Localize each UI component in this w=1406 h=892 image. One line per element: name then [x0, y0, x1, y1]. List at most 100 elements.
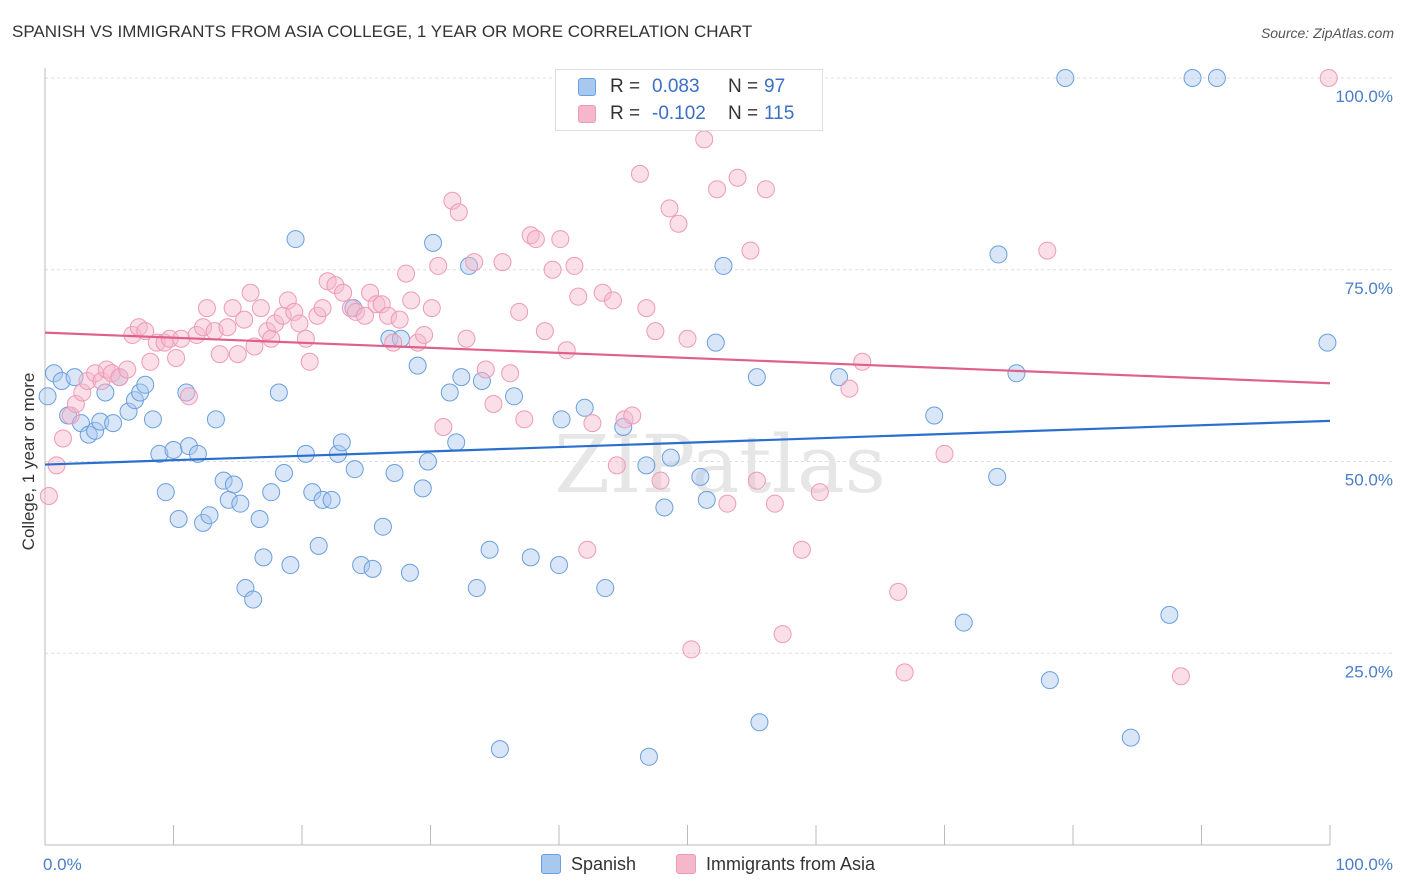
point-asia	[840, 379, 859, 398]
point-asia	[326, 276, 345, 295]
point-spanish	[691, 467, 710, 486]
point-asia	[493, 253, 512, 272]
point-spanish	[1160, 605, 1179, 624]
point-spanish	[224, 475, 243, 494]
legend-r-label: R =	[610, 103, 641, 124]
bottom-legend-spanish: Spanish	[541, 851, 636, 877]
legend-row-spanish: R = 0.083 N = 97	[578, 74, 785, 100]
point-asia	[245, 337, 264, 356]
point-spanish	[575, 398, 594, 417]
point-spanish	[472, 371, 491, 390]
point-asia	[607, 456, 626, 475]
point-asia	[810, 483, 829, 502]
point-spanish	[1007, 364, 1026, 383]
point-spanish	[1183, 69, 1202, 87]
bottom-legend-swatch-spanish	[541, 854, 561, 874]
point-asia	[551, 230, 570, 249]
point-asia	[741, 241, 760, 260]
point-asia	[197, 299, 216, 318]
legend-n-label: N =	[728, 76, 759, 97]
watermark: ZIPatlas	[554, 418, 886, 511]
point-spanish	[363, 559, 382, 578]
point-spanish	[303, 483, 322, 502]
point-spanish	[96, 383, 115, 402]
point-spanish	[925, 406, 944, 425]
point-asia	[603, 291, 622, 310]
point-spanish	[385, 464, 404, 483]
point-asia	[443, 191, 462, 210]
point-spanish	[136, 375, 155, 394]
point-asia	[708, 180, 727, 199]
y-tick-label: 75.0%	[1345, 279, 1393, 298]
point-asia	[300, 352, 319, 371]
stats-legend: R = 0.083 N = 97 R = -0.102 N = 115	[555, 69, 823, 131]
point-asia	[476, 360, 495, 379]
point-asia	[623, 406, 642, 425]
y-tick-label: 100.0%	[1335, 87, 1393, 106]
point-asia	[583, 414, 602, 433]
point-asia	[367, 295, 386, 314]
point-asia	[415, 325, 434, 344]
point-spanish	[989, 245, 1008, 264]
point-asia	[290, 314, 309, 333]
point-asia	[578, 540, 597, 559]
point-asia	[593, 283, 612, 302]
point-spanish	[169, 510, 188, 529]
chart-title: SPANISH VS IMMIGRANTS FROM ASIA COLLEGE,…	[12, 22, 753, 41]
point-spanish	[596, 579, 615, 598]
point-asia	[53, 429, 72, 448]
point-asia	[1319, 69, 1338, 87]
point-spanish	[143, 410, 162, 429]
point-asia	[372, 295, 391, 314]
point-spanish	[1121, 728, 1140, 747]
point-spanish	[296, 444, 315, 463]
point-spanish	[413, 479, 432, 498]
point-asia	[334, 283, 353, 302]
point-spanish	[206, 410, 225, 429]
point-asia	[179, 387, 198, 406]
point-spanish	[954, 613, 973, 632]
point-spanish	[179, 437, 198, 456]
point-asia	[465, 253, 484, 272]
point-spanish	[188, 444, 207, 463]
x-tick-label: 0.0%	[43, 855, 82, 874]
point-spanish	[424, 233, 443, 252]
point-asia	[728, 168, 747, 187]
point-asia	[73, 383, 92, 402]
point-asia	[262, 329, 281, 348]
point-spanish	[309, 536, 328, 555]
point-spanish	[164, 440, 183, 459]
point-spanish	[552, 410, 571, 429]
x-tick-label: 100.0%	[1335, 855, 1393, 874]
point-spanish	[231, 494, 250, 513]
point-asia	[402, 291, 421, 310]
point-spanish	[400, 563, 419, 582]
point-spanish	[156, 483, 175, 502]
y-tick-label: 25.0%	[1345, 662, 1393, 681]
point-asia	[66, 394, 85, 413]
point-spanish	[418, 452, 437, 471]
legend-n-label: N =	[728, 103, 759, 124]
point-asia	[515, 410, 534, 429]
point-asia	[1171, 667, 1190, 686]
point-spanish	[262, 483, 281, 502]
point-asia	[792, 540, 811, 559]
legend-r-label: R =	[610, 76, 641, 97]
point-asia	[535, 322, 554, 341]
point-asia	[889, 582, 908, 601]
point-asia	[695, 130, 714, 149]
point-spanish	[637, 456, 656, 475]
point-spanish	[44, 364, 63, 383]
trend-line-spanish	[44, 419, 1331, 466]
point-spanish	[322, 490, 341, 509]
point-spanish	[38, 387, 57, 406]
point-spanish	[480, 540, 499, 559]
point-asia	[228, 345, 247, 364]
point-asia	[384, 333, 403, 352]
point-asia	[285, 302, 304, 321]
point-asia	[895, 663, 914, 682]
point-asia	[92, 371, 111, 390]
point-spanish	[352, 556, 371, 575]
point-asia	[718, 494, 737, 513]
point-spanish	[1056, 69, 1075, 87]
